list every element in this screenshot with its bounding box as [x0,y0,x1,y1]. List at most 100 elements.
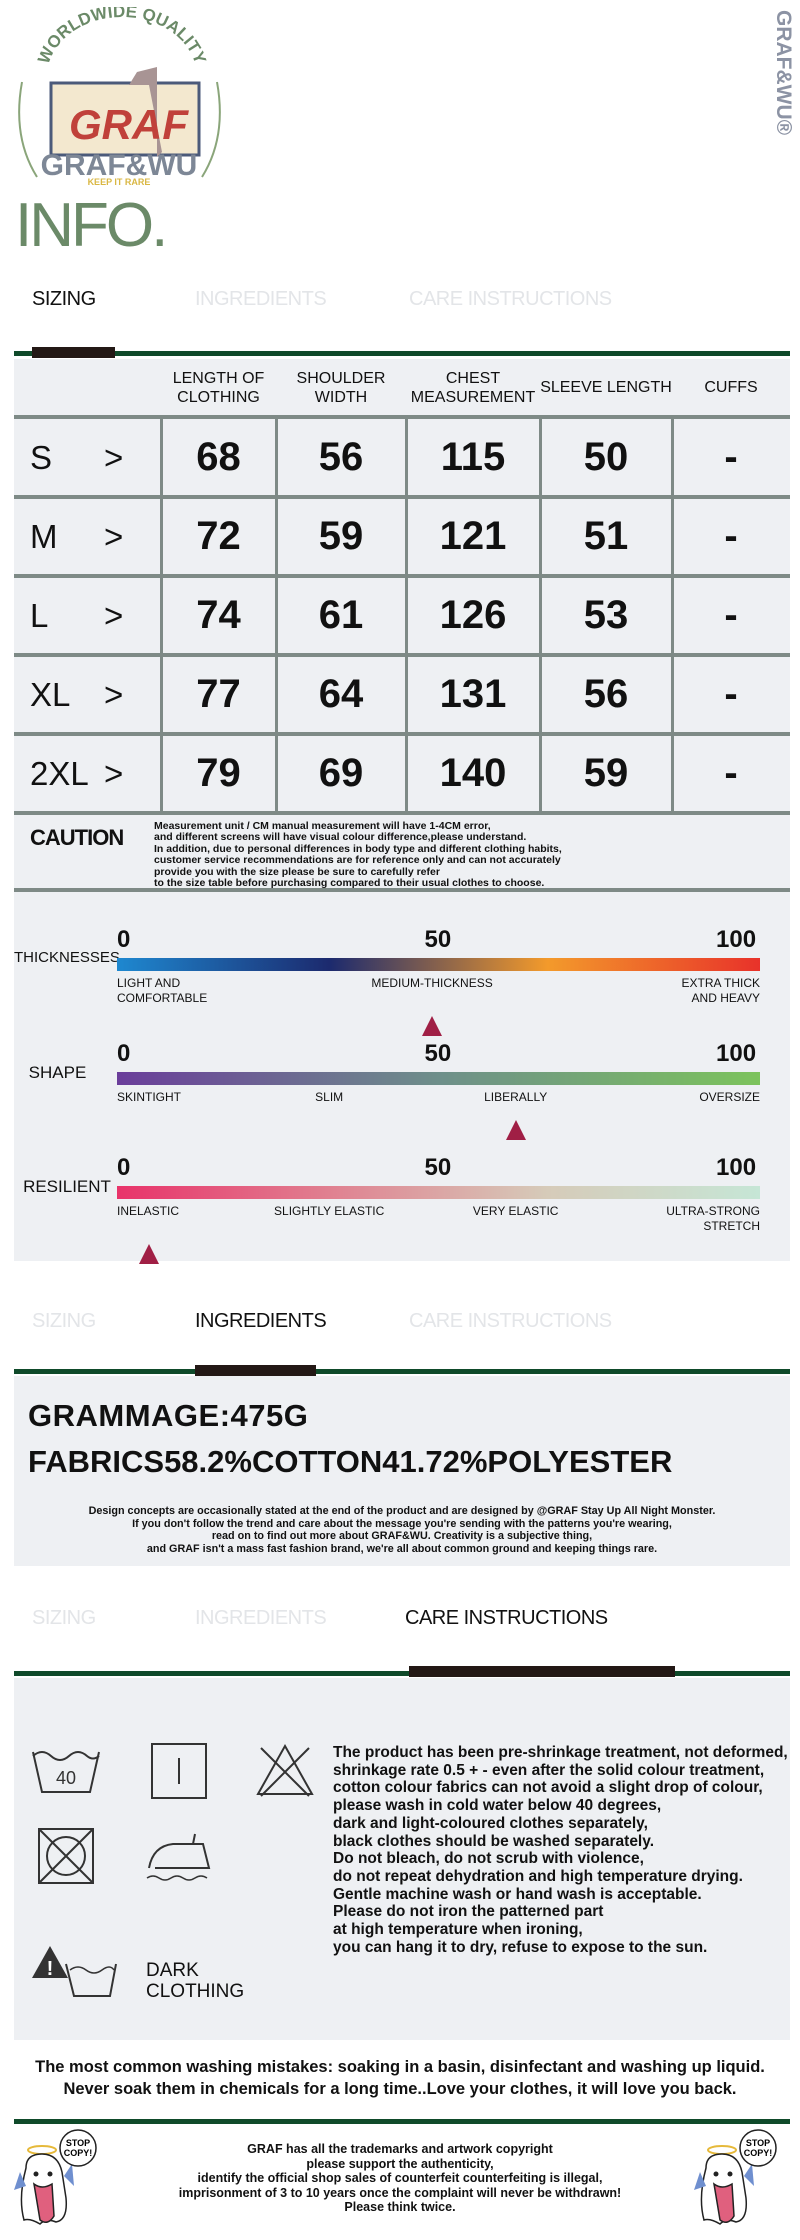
scale-option: MEDIUM-THICKNESS [371,976,493,990]
no-tumble-dry-icon [38,1828,94,1884]
caution-line: customer service recommendations are for… [154,854,561,867]
table-cell: - [724,751,738,795]
table-cell: 74 [196,593,241,637]
table-cell: 115 [440,435,506,479]
dark-clothing-label: DARK CLOTHING [146,1960,245,2002]
sticker-text: STOP [66,2138,90,2148]
tick-label: 50 [424,926,452,953]
caution-text: Measurement unit / CM manual measurement… [154,820,562,890]
scale-bar [117,1072,760,1085]
tick-label: 50 [424,1154,452,1181]
scale-option: LIGHT AND COMFORTABLE [117,976,208,1005]
iron-icon [146,1833,211,1881]
scale-option: SKINTIGHT [117,1090,182,1104]
wash-40-icon: 40 [32,1751,100,1793]
caution-line: to the size table before purchasing comp… [154,877,545,890]
tick-label: 50 [424,1040,452,1067]
table-cell: 126 [439,593,507,637]
mistake-line: The most common washing mistakes: soakin… [35,2058,765,2076]
marker-triangle-icon [422,1016,443,1036]
size-label: S [30,439,53,476]
arrow-icon: > [104,518,124,555]
footer-line: imprisonment of 3 to 10 years once the c… [178,2185,622,2200]
table-cell: 56 [583,672,629,716]
tab-care-instructions[interactable]: CARE INSTRUCTIONS [409,1310,612,1332]
care-line: do not repeat dehydration and high tempe… [333,1867,743,1885]
size-label: L [30,597,49,634]
scale-option: EXTRA THICK AND HEAVY [681,976,760,1005]
care-line: dark and light-coloured clothes separate… [333,1814,648,1832]
care-line: Do not bleach, do not scrub with violenc… [333,1850,644,1868]
tab-ingredients[interactable]: INGREDIENTS [195,288,327,310]
tab-care-instructions[interactable]: CARE INSTRUCTIONS [405,1607,608,1629]
tick-label: 0 [117,1040,131,1067]
table-cell: 59 [318,514,364,558]
tick-label: 0 [117,926,131,953]
caution-line: In addition, due to personal differences… [154,842,562,855]
brand-logo: WORLDWIDE QUALITY GRAF GRAF&WU KEEP IT R… [18,7,221,187]
table-cell: 68 [196,435,241,479]
ghost-mascot-icon: STOP COPY! [14,2129,97,2225]
divider [14,574,790,578]
table-row: L >74 61 126 53 - [14,577,790,656]
divider [14,1369,790,1374]
tab-sizing[interactable]: SIZING [32,288,96,310]
divider [14,351,790,356]
svg-text:KEEP IT RARE: KEEP IT RARE [88,177,151,187]
table-cell: 53 [583,593,629,637]
tab-care-instructions[interactable]: CARE INSTRUCTIONS [409,288,612,310]
column-header: SHOULDER WIDTH [296,369,386,406]
note-line: If you don't follow the trend and care a… [132,1517,672,1530]
tick-label: 0 [117,1154,131,1181]
caution-line: Measurement unit / CM manual measurement… [154,820,491,832]
size-label: M [30,518,58,555]
note-line: and GRAF isn't a mass fast fashion brand… [146,1542,658,1555]
tab-ingredients[interactable]: INGREDIENTS [195,1607,327,1629]
scale-label-shape: SHAPE [28,1063,87,1082]
sticker-text: COPY! [744,2148,773,2158]
svg-text:40: 40 [56,1768,76,1788]
footer-line: Please think twice. [344,2200,456,2214]
table-cell: 77 [196,672,241,716]
table-cell: 79 [196,751,241,795]
tab-sizing[interactable]: SIZING [32,1310,96,1332]
caution-line: provide you with the size please be sure… [154,865,440,878]
divider [14,2119,790,2124]
column-header: SLEEVE LENGTH [540,379,672,396]
tick-label: 100 [716,1040,757,1067]
table-cell: 72 [196,514,241,558]
column-divider [539,418,542,813]
arrow-icon: > [104,439,124,476]
column-divider [160,418,163,813]
marker-triangle-icon [139,1244,160,1264]
scale-option: LIBERALLY [484,1090,548,1104]
care-line: please wash in cold water below 40 degre… [333,1797,662,1815]
table-cell: - [724,593,738,637]
sizing-panel [14,359,790,1261]
ingredients-panel [14,1376,790,1566]
care-line: at high temperature when ironing, [333,1921,583,1939]
table-cell: 69 [318,751,364,795]
tab-ingredients[interactable]: INGREDIENTS [195,1310,327,1332]
table-cell: 140 [439,751,507,795]
tab-sizing[interactable]: SIZING [32,1607,96,1629]
svg-text:GRAF&WU: GRAF&WU [41,149,198,182]
fabrics: FABRICS58.2%COTTON41.72%POLYESTER [28,1444,673,1479]
grammage: GRAMMAGE:475G [28,1398,309,1433]
sticker-text: COPY! [64,2148,93,2158]
divider [14,495,790,499]
column-header: CHEST MEASUREMENT [410,369,536,406]
svg-text:GRAF: GRAF [69,101,189,148]
tick-label: 100 [716,1154,757,1181]
scale-option: OVERSIZE [699,1090,760,1104]
ghost-mascot-icon: STOP COPY! [694,2129,777,2225]
care-line: shrinkage rate 0.5 + - even after the so… [333,1761,765,1779]
table-cell: 61 [318,593,364,637]
tab-indicator [195,1365,316,1376]
scale-label-resilient: RESILIENT [23,1177,111,1196]
arrow-icon: > [104,676,124,713]
footer-line: please support the authenticity, [306,2156,494,2171]
design-notes: Design concepts are occasionally stated … [14,1505,790,1555]
caution-line: and different screens will have visual c… [154,831,527,844]
column-header: LENGTH OF CLOTHING [172,369,265,406]
